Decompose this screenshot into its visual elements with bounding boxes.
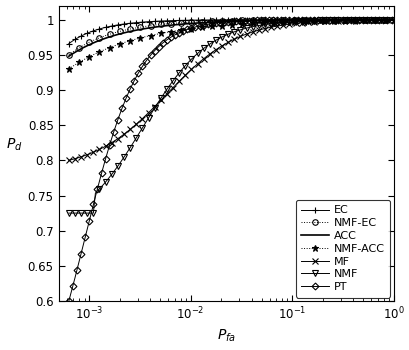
Legend: EC, NMF-EC, ACC, NMF-ACC, MF, NMF, PT: EC, NMF-EC, ACC, NMF-ACC, MF, NMF, PT (295, 200, 389, 298)
Y-axis label: $P_d$: $P_d$ (6, 137, 22, 153)
X-axis label: $P_{fa}$: $P_{fa}$ (216, 328, 235, 344)
